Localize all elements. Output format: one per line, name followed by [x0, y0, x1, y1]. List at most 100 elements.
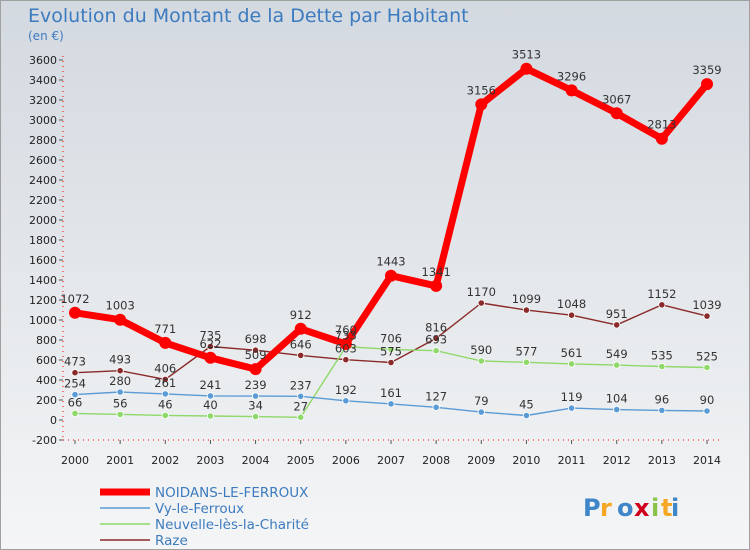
y-tick-label: 1600 [29, 254, 57, 267]
data-point [161, 375, 169, 383]
data-point [658, 362, 666, 371]
data-label: 525 [696, 350, 718, 364]
data-label: 40 [203, 398, 218, 412]
x-tick-label: 2002 [151, 454, 179, 467]
data-label: 34 [248, 399, 263, 413]
data-label: 603 [335, 342, 357, 356]
data-label: 119 [561, 390, 583, 404]
y-tick-label: 3400 [29, 74, 57, 87]
data-label: 161 [380, 386, 402, 400]
data-label: 66 [68, 395, 83, 409]
y-tick-label: 2600 [29, 154, 57, 167]
data-point [520, 62, 533, 75]
data-point [114, 313, 127, 326]
y-tick-label: 1400 [29, 274, 57, 287]
data-point [613, 405, 621, 414]
data-point [703, 312, 711, 320]
data-point [565, 84, 578, 97]
data-point [251, 412, 260, 421]
data-label: 96 [655, 392, 670, 406]
y-tick-label: 1800 [29, 234, 57, 247]
x-tick-label: 2008 [422, 454, 450, 467]
logo-letter: i [671, 494, 679, 522]
data-label: 2813 [647, 118, 676, 132]
y-tick-label: 1200 [29, 294, 57, 307]
data-point [204, 351, 217, 364]
y-tick-label: 0 [50, 414, 57, 427]
data-label: 45 [519, 398, 534, 412]
data-point [658, 406, 666, 414]
y-unit-label: (en €) [28, 29, 64, 43]
legend-label-3: Raze [155, 533, 188, 549]
logo-letter: r [600, 494, 612, 522]
data-point [69, 306, 81, 319]
data-label: 473 [64, 355, 86, 369]
y-tick-label: 3600 [29, 54, 57, 67]
data-point [432, 334, 440, 342]
data-point [477, 408, 485, 416]
data-point [432, 347, 440, 355]
legend-label-0: NOIDANS-LE-FERROUX [155, 485, 308, 501]
y-tick-label: 600 [36, 354, 57, 367]
data-label: 127 [425, 389, 447, 403]
data-point [297, 413, 305, 421]
logo-letter: o [617, 494, 634, 522]
data-label: 912 [290, 308, 312, 322]
data-labels-layer: 1072 1003 771 622 509 912 760 1443 1341 3156 3513 3… [60, 48, 721, 414]
data-point [71, 369, 79, 377]
y-tick-label: 2200 [29, 194, 57, 207]
data-label: 406 [154, 361, 176, 375]
data-label: 254 [64, 377, 86, 391]
data-point [387, 400, 395, 408]
data-label: 549 [606, 347, 628, 361]
data-point [477, 357, 485, 365]
data-label: 1039 [692, 298, 721, 312]
data-point [116, 367, 124, 375]
data-point [251, 392, 260, 400]
data-label: 1003 [106, 299, 135, 313]
data-label: 1443 [376, 255, 405, 269]
data-point [567, 404, 576, 412]
y-tick-label: 2800 [29, 134, 57, 147]
data-point [613, 361, 621, 369]
data-label: 771 [154, 322, 176, 336]
data-label: 1170 [467, 285, 496, 299]
data-label: 261 [154, 376, 176, 390]
data-point [613, 321, 621, 329]
data-label: 693 [425, 333, 447, 347]
data-point [522, 358, 531, 366]
data-point [206, 392, 215, 400]
data-point [297, 392, 305, 400]
data-label: 239 [245, 378, 267, 392]
data-label: 79 [474, 394, 489, 408]
data-label: 561 [561, 346, 583, 360]
axes: -200 0 200 400 600 800 1000 1200 1400 1600 1800 200… [29, 54, 722, 467]
data-point [342, 397, 350, 405]
data-point [161, 411, 169, 419]
data-label: 192 [335, 383, 357, 397]
data-label: 590 [470, 343, 492, 357]
data-point [477, 299, 485, 307]
x-tick-label: 2006 [332, 454, 360, 467]
data-label: 3156 [467, 83, 496, 97]
data-point [251, 346, 260, 354]
data-point [387, 345, 395, 353]
data-point [385, 269, 397, 282]
data-point [339, 338, 352, 350]
data-label: 1072 [60, 292, 89, 306]
data-point [567, 311, 576, 319]
data-label: 3067 [602, 92, 631, 106]
series-layer [69, 62, 713, 421]
data-point [430, 279, 443, 292]
y-tick-label: 200 [36, 394, 57, 407]
y-tick-label: 3000 [29, 114, 57, 127]
data-point [655, 132, 668, 145]
data-label: 733 [335, 329, 357, 343]
data-label: 3296 [557, 69, 586, 83]
data-point [658, 301, 666, 309]
data-point [71, 390, 79, 399]
data-point [342, 356, 350, 364]
